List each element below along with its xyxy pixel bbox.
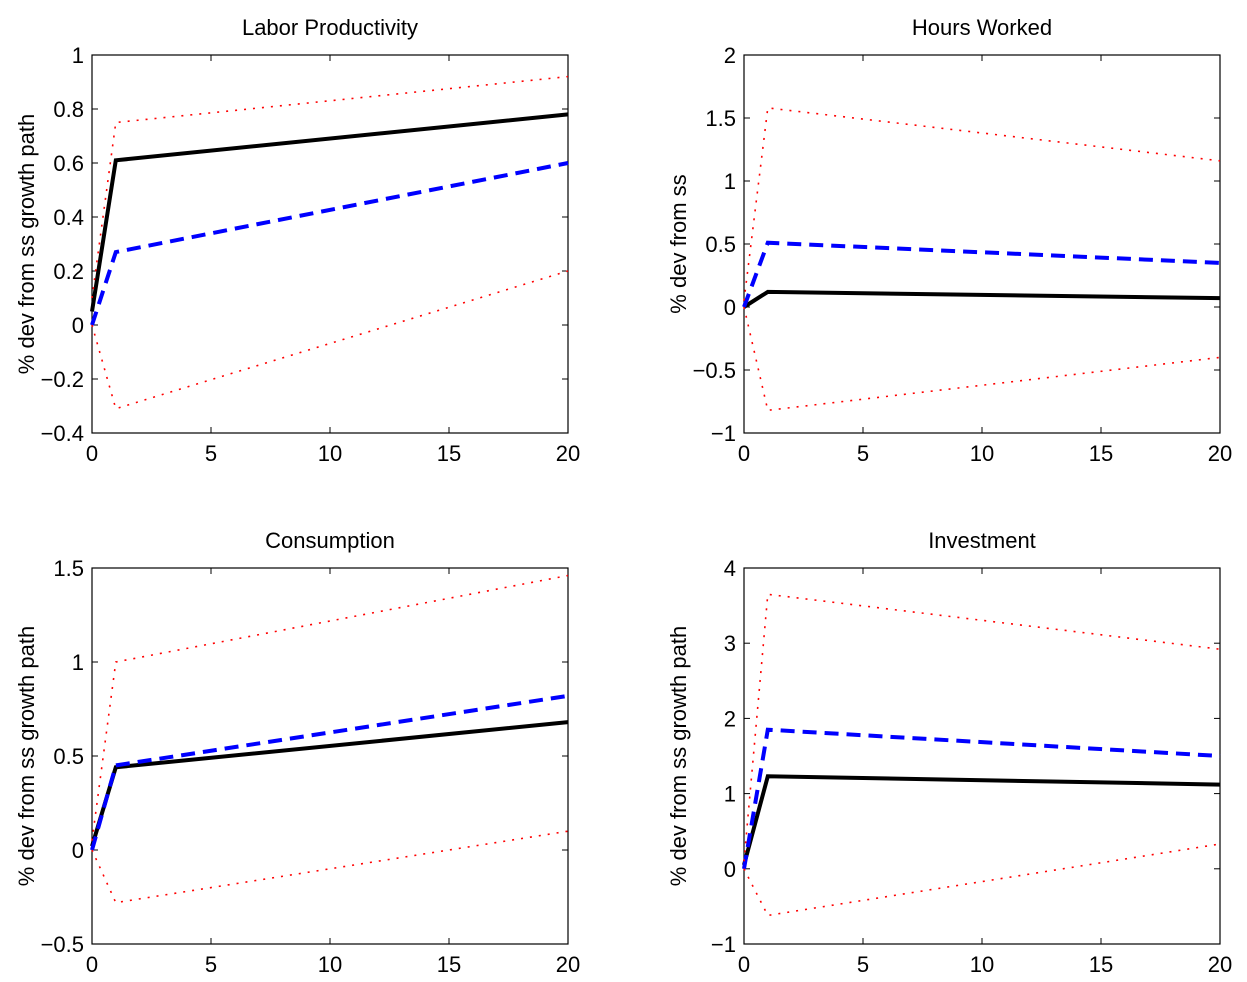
y-tick-label: −0.4 [41,421,84,446]
x-tick-label: 20 [556,952,580,977]
y-tick-label: 0 [72,838,84,863]
x-tick-label: 20 [1208,952,1232,977]
x-tick-label: 0 [738,441,750,466]
y-tick-label: 0.4 [53,205,84,230]
x-tick-label: 15 [437,952,461,977]
x-tick-label: 15 [437,441,461,466]
y-tick-label: 0.5 [53,744,84,769]
x-tick-label: 10 [970,952,994,977]
y-tick-label: −0.2 [41,367,84,392]
series-line-point-estimate [742,774,1221,866]
y-tick-label: 1 [72,650,84,675]
y-tick-label: −0.5 [693,358,736,383]
y-tick-label: −1 [711,932,736,957]
y-tick-label: 1 [724,169,736,194]
y-tick-label: 1.5 [53,556,84,581]
y-tick-label: 0.6 [53,151,84,176]
series-line-point-estimate [742,289,1221,309]
y-tick-label: 3 [724,631,736,656]
y-tick-label: 1 [724,782,736,807]
x-tick-label: 15 [1089,441,1113,466]
y-axis-label: % dev from ss growth path [14,626,39,886]
y-tick-label: 0 [724,857,736,882]
x-tick-label: 5 [857,952,869,977]
x-tick-label: 20 [556,441,580,466]
series-line-bands [743,107,1221,301]
y-axis-label: % dev from ss [666,174,691,313]
y-tick-label: −1 [711,421,736,446]
y-tick-label: 0.5 [705,232,736,257]
plot-area [743,54,1221,434]
x-tick-label: 0 [86,952,98,977]
plot-area [91,567,569,945]
y-tick-label: 0.2 [53,259,84,284]
x-tick-label: 5 [205,441,217,466]
y-tick-label: 2 [724,43,736,68]
x-tick-label: 20 [1208,441,1232,466]
x-tick-label: 0 [86,441,98,466]
y-tick-label: 0 [72,313,84,338]
x-tick-label: 10 [318,952,342,977]
plot-area [91,54,569,434]
x-tick-label: 10 [970,441,994,466]
series-line-alt-model [742,727,1221,870]
chart-panel-2: Hours Worked% dev from ss0 5 10 15 20−1−0.50… [666,15,1232,466]
chart-title: Labor Productivity [242,15,418,40]
y-axis-label: % dev from ss growth path [666,626,691,886]
series-line-bands [91,830,569,904]
x-tick-label: 10 [318,441,342,466]
y-tick-label: 2 [724,706,736,731]
chart-title: Investment [928,528,1036,553]
x-tick-label: 5 [857,441,869,466]
y-axis-label: % dev from ss growth path [14,114,39,374]
y-tick-label: 0.8 [53,97,84,122]
chart-title: Consumption [265,528,395,553]
y-tick-label: 1.5 [705,106,736,131]
y-tick-label: 0 [724,295,736,320]
y-tick-label: 4 [724,556,736,581]
y-tick-label: −0.5 [41,932,84,957]
chart-title: Hours Worked [912,15,1052,40]
series-line-bands [91,574,569,841]
chart-panel-1: Labor Productivity % dev from ss growth p… [14,15,580,466]
x-tick-label: 0 [738,952,750,977]
series-line-alt-model [90,161,569,326]
x-tick-label: 5 [205,952,217,977]
series-line-alt-model [742,240,1221,308]
x-tick-label: 15 [1089,952,1113,977]
y-tick-label: 1 [72,43,84,68]
series-line-point-estimate [90,112,569,312]
plot-area [743,567,1221,945]
series-line-alt-model [90,693,569,851]
